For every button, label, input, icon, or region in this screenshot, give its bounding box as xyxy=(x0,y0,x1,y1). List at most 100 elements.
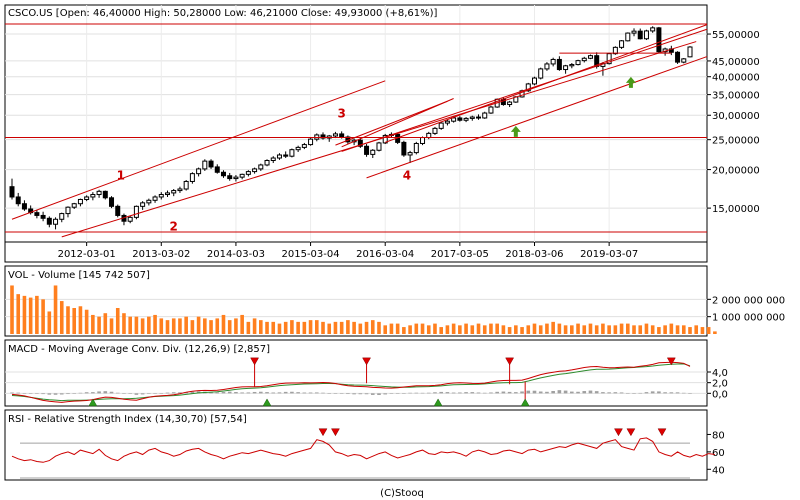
macd-hist-bar xyxy=(227,391,232,394)
macd-hist-bar xyxy=(557,390,562,394)
volume-bar xyxy=(209,320,213,334)
volume-bar xyxy=(53,285,58,334)
candle-body xyxy=(245,171,251,175)
rsi-sell-marker xyxy=(318,428,328,437)
volume-bar xyxy=(28,297,33,334)
volume-bar xyxy=(352,321,356,334)
rsi-tick-label: 80 xyxy=(712,430,725,441)
macd-hist-bar xyxy=(259,391,263,394)
price-tick-label: 25,00000 xyxy=(712,136,760,147)
price-panel: CSCO.US [Open: 46,40000 High: 50,28000 L… xyxy=(4,4,760,263)
candle-body xyxy=(681,58,687,63)
buy-marker xyxy=(88,398,98,407)
macd-hist-bar xyxy=(464,392,468,394)
price-tick-label: 20,00000 xyxy=(712,166,760,177)
volume-bar xyxy=(644,323,649,334)
candle-body xyxy=(407,152,413,156)
macd-hist-bar xyxy=(178,392,182,394)
macd-markers xyxy=(88,357,676,407)
candle-body xyxy=(401,141,407,156)
volume-bar xyxy=(153,314,157,334)
trend-line xyxy=(335,100,448,146)
macd-hist-bar xyxy=(594,391,599,394)
macd-hist-bar xyxy=(582,391,587,394)
x-tick-label: 2018-03-06 xyxy=(505,249,563,260)
macd-hist-bar xyxy=(495,391,499,394)
macd-hist-bar xyxy=(159,393,164,394)
macd-hist-bar xyxy=(681,392,686,394)
candle-body xyxy=(631,30,637,34)
candle-body xyxy=(283,154,289,157)
trend-line xyxy=(341,98,454,148)
candle-body xyxy=(59,213,65,220)
volume-bar xyxy=(259,320,263,334)
candle-body xyxy=(15,196,21,205)
volume-bar xyxy=(694,325,699,334)
volume-bar xyxy=(582,325,587,334)
macd-hist-bar xyxy=(16,392,21,394)
macd-hist-bar xyxy=(283,391,288,394)
macd-hist-bar xyxy=(370,393,375,395)
macd-hist-bar xyxy=(607,392,611,394)
candle-body xyxy=(457,117,463,121)
candle-body xyxy=(40,214,46,219)
volume-bar xyxy=(426,325,431,334)
candle-body xyxy=(637,30,643,40)
macd-hist-bar xyxy=(327,393,332,394)
wave-label: 1 xyxy=(117,168,125,182)
macd-hist-bar xyxy=(28,393,33,394)
volume-bar xyxy=(296,321,300,334)
volume-bar xyxy=(364,321,369,334)
volume-bar xyxy=(47,311,52,334)
volume-bar xyxy=(402,327,406,334)
macd-hist-bar xyxy=(47,393,52,395)
candle-body xyxy=(413,142,419,154)
macd-hist-bar xyxy=(377,393,381,396)
rsi-tick-label: 60 xyxy=(712,448,725,459)
volume-bar xyxy=(482,325,487,334)
macd-hist-bar xyxy=(35,393,39,394)
buy-arrow xyxy=(510,125,521,137)
candle-body xyxy=(488,106,494,114)
volume-bar xyxy=(395,323,400,334)
wave-label: 4 xyxy=(403,168,411,182)
macd-hist-bar xyxy=(72,393,77,394)
candle-body xyxy=(326,135,332,139)
price-tick-label: 15,00000 xyxy=(712,204,760,215)
volume-bar xyxy=(72,308,77,334)
macd-hist-bar xyxy=(476,392,481,394)
volume-bar xyxy=(601,323,605,334)
candle-body xyxy=(476,116,482,119)
volume-bar xyxy=(128,316,132,334)
candle-body xyxy=(96,190,102,196)
volume-bar xyxy=(240,314,244,334)
macd-hist-bar xyxy=(165,392,170,394)
macd-hist-bar xyxy=(190,391,195,394)
trend-lines xyxy=(5,23,708,238)
macd-hist-bar xyxy=(103,391,108,394)
candle-body xyxy=(556,58,562,71)
price-tick-label: 40,00000 xyxy=(712,73,760,84)
macd-hist-bar xyxy=(134,393,139,395)
volume-bar xyxy=(414,323,419,334)
candle-body xyxy=(438,122,444,129)
volume-bar xyxy=(470,325,475,334)
macd-hist-bar xyxy=(333,393,338,394)
volume-bar xyxy=(663,325,667,334)
candle-body xyxy=(587,55,593,59)
rsi-header: RSI - Relative Strength Index (14,30,70)… xyxy=(8,414,247,425)
volume-bar xyxy=(632,325,636,334)
candle-body xyxy=(84,196,90,200)
buy-marker xyxy=(262,398,272,407)
volume-bar xyxy=(520,327,524,334)
volume-bar xyxy=(458,325,462,334)
volume-bar xyxy=(445,325,450,334)
candle-body xyxy=(189,173,195,182)
volume-bar xyxy=(576,323,580,334)
macd-hist-bar xyxy=(302,392,307,394)
volume-bar xyxy=(625,323,630,334)
macd-hist-bar xyxy=(389,393,394,394)
volume-bar xyxy=(464,323,468,334)
rsi-markers xyxy=(318,428,667,437)
candle-body xyxy=(77,198,83,205)
